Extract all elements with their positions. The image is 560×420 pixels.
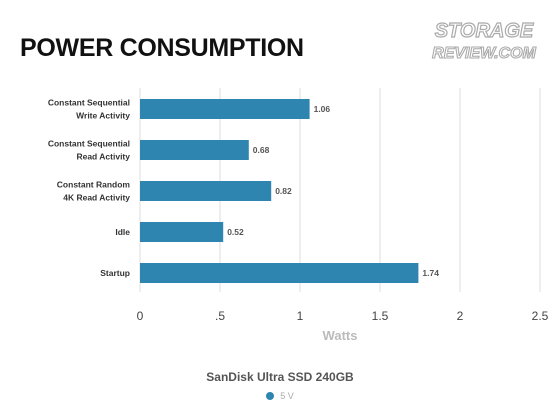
bar-chart: 0 .5 1 1.5 2 2.5 1.06 Constant Sequential Write … [48, 88, 549, 343]
page-title: POWER CONSUMPTION [20, 34, 304, 62]
bar [140, 181, 272, 201]
x-tick-label: 0 [137, 309, 144, 323]
bars [140, 99, 419, 283]
x-tick-label: 1 [297, 309, 304, 323]
category-label: Read Activity [76, 152, 130, 162]
bar [140, 99, 310, 119]
bar-value-label: 0.82 [275, 186, 292, 196]
category-label: Write Activity [76, 111, 130, 121]
bar [140, 263, 419, 283]
labels: 0 .5 1 1.5 2 2.5 1.06 Constant Sequential Write … [48, 98, 549, 324]
category-label: Constant Random [57, 180, 131, 190]
bar-value-label: 0.52 [227, 227, 244, 237]
x-tick-label: 2 [457, 309, 464, 323]
bar-value-label: 0.68 [253, 145, 270, 155]
logo-text-bottom: REVIEW.COM [432, 45, 536, 62]
x-axis-title: Watts [323, 328, 358, 343]
x-tick-label: .5 [215, 309, 225, 323]
category-label: Constant Sequential [48, 98, 130, 108]
bar [140, 140, 249, 160]
category-label: Constant Sequential [48, 139, 130, 149]
bar [140, 222, 224, 242]
category-label: Startup [100, 268, 130, 278]
category-label: Idle [115, 227, 130, 237]
bar-value-label: 1.06 [314, 104, 331, 114]
legend-label: 5 V [280, 391, 294, 401]
category-label: 4K Read Activity [63, 193, 130, 203]
legend: 5 V [0, 391, 560, 401]
bar-value-label: 1.74 [422, 268, 439, 278]
legend-marker [266, 392, 275, 400]
logo-text-top: STORAGE [435, 20, 534, 42]
x-tick-label: 2.5 [532, 309, 549, 323]
x-tick-label: 1.5 [372, 309, 389, 323]
storagereview-logo: STORAGE REVIEW.COM [432, 19, 537, 62]
chart-subtitle: SanDisk Ultra SSD 240GB [206, 370, 354, 384]
